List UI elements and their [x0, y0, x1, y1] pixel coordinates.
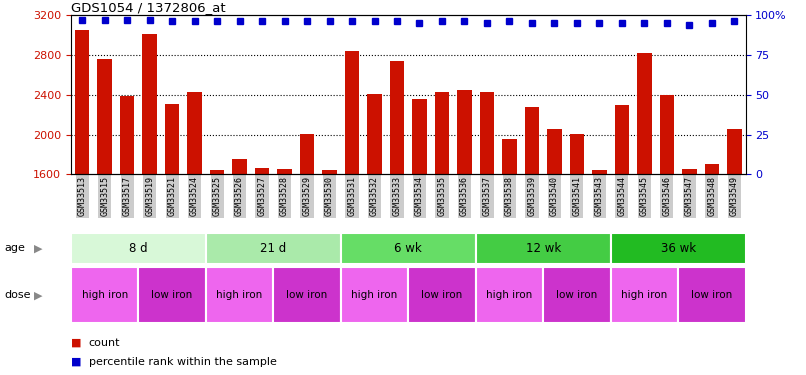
Text: age: age [4, 243, 25, 254]
Text: 6 wk: 6 wk [394, 242, 422, 255]
Bar [210, 170, 224, 174]
Bar [206, 267, 273, 323]
Bar [300, 134, 314, 174]
Bar [476, 267, 543, 323]
Bar [389, 61, 405, 174]
Bar [232, 159, 247, 174]
Bar [255, 168, 269, 174]
Text: 21 d: 21 d [260, 242, 286, 255]
Bar [502, 138, 517, 174]
Bar [277, 170, 292, 174]
Bar [480, 92, 494, 174]
Text: high iron: high iron [621, 290, 667, 300]
Text: 36 wk: 36 wk [661, 242, 696, 255]
Bar [139, 267, 206, 323]
Bar [434, 92, 449, 174]
Text: percentile rank within the sample: percentile rank within the sample [89, 357, 276, 367]
Bar [547, 129, 562, 174]
Text: ▶: ▶ [34, 290, 43, 300]
Text: ■: ■ [71, 338, 81, 348]
Text: high iron: high iron [351, 290, 397, 300]
Text: low iron: low iron [286, 290, 328, 300]
Text: 8 d: 8 d [129, 242, 147, 255]
Bar [322, 170, 337, 174]
Bar [187, 92, 202, 174]
Bar [543, 267, 611, 323]
Text: low iron: low iron [692, 290, 733, 300]
Text: low iron: low iron [422, 290, 463, 300]
Bar [659, 95, 674, 174]
Bar [273, 267, 341, 323]
Bar [206, 232, 341, 264]
Text: count: count [89, 338, 120, 348]
Text: dose: dose [4, 290, 31, 300]
Text: ■: ■ [71, 357, 81, 367]
Bar [611, 267, 678, 323]
Bar [682, 170, 696, 174]
Bar [637, 53, 652, 174]
Bar [75, 30, 89, 174]
Bar [143, 34, 157, 174]
Bar [71, 232, 206, 264]
Bar [341, 267, 408, 323]
Bar [678, 267, 746, 323]
Bar [611, 232, 746, 264]
Bar [704, 164, 719, 174]
Text: high iron: high iron [217, 290, 263, 300]
Text: high iron: high iron [486, 290, 533, 300]
Bar [592, 170, 607, 174]
Bar [368, 94, 382, 174]
Text: low iron: low iron [556, 290, 597, 300]
Bar [345, 51, 359, 174]
Bar [457, 90, 472, 174]
Bar [341, 232, 476, 264]
Bar [525, 106, 539, 174]
Bar [614, 105, 629, 174]
Bar [71, 267, 139, 323]
Text: GDS1054 / 1372806_at: GDS1054 / 1372806_at [71, 1, 226, 14]
Text: ▶: ▶ [34, 243, 43, 254]
Bar [98, 59, 112, 174]
Text: 12 wk: 12 wk [526, 242, 561, 255]
Bar [570, 134, 584, 174]
Bar [408, 267, 476, 323]
Bar [476, 232, 611, 264]
Text: low iron: low iron [152, 290, 193, 300]
Bar [164, 104, 180, 174]
Bar [412, 99, 427, 174]
Text: high iron: high iron [81, 290, 128, 300]
Bar [120, 96, 135, 174]
Bar [727, 129, 742, 174]
